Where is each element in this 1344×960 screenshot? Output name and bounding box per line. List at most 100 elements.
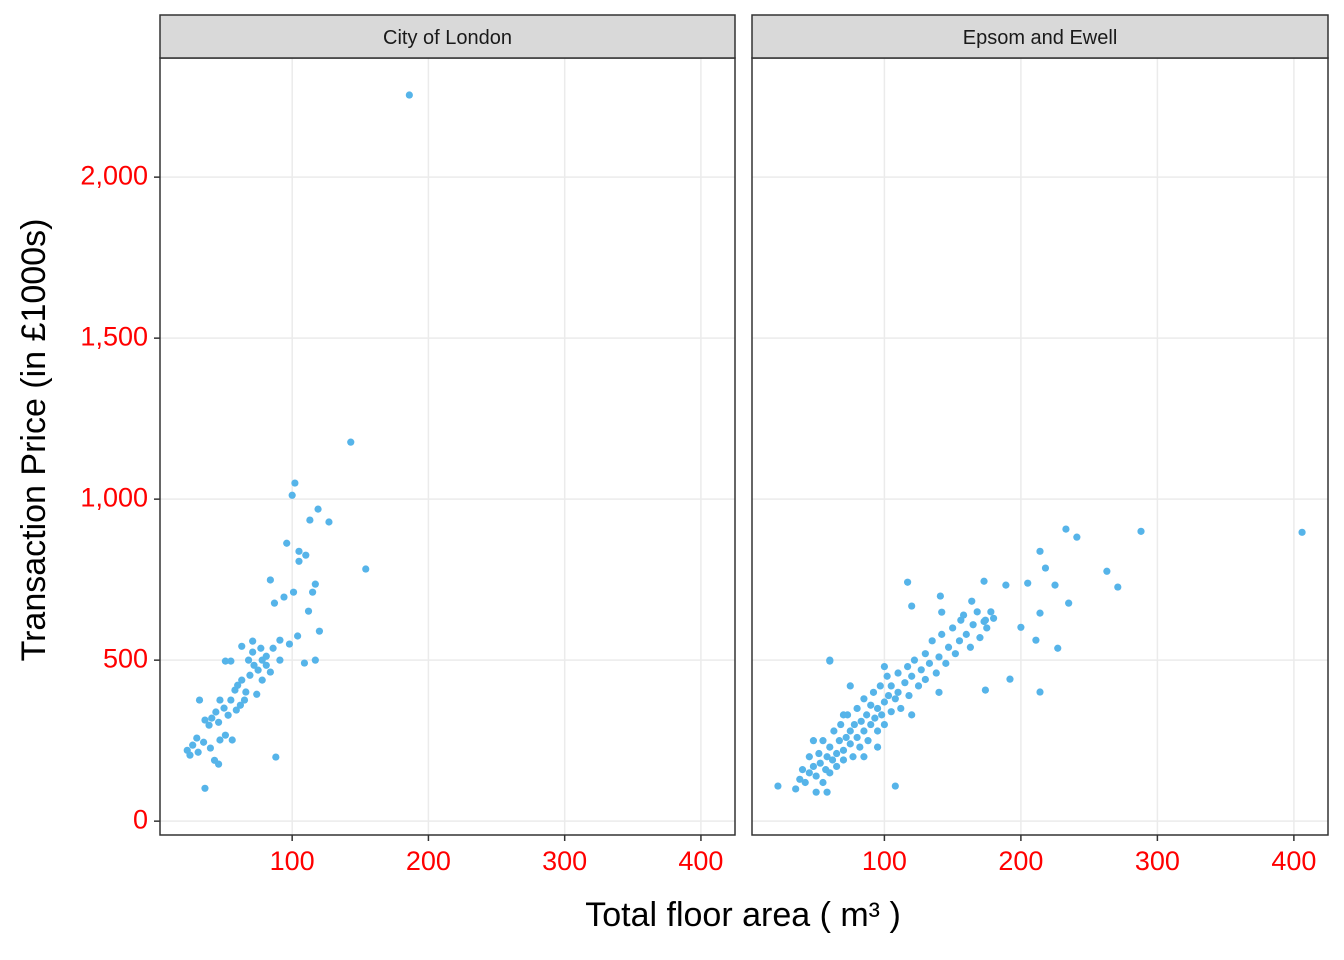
point: [805, 769, 813, 777]
point: [987, 608, 995, 616]
point: [873, 704, 882, 713]
point: [901, 679, 909, 687]
point: [867, 720, 875, 729]
point: [880, 662, 888, 671]
point: [910, 656, 919, 664]
point: [227, 657, 235, 665]
point: [221, 657, 230, 665]
point: [347, 438, 355, 446]
point: [891, 695, 899, 703]
point: [201, 716, 209, 724]
point: [938, 630, 946, 638]
point: [928, 637, 936, 645]
point: [1024, 579, 1032, 587]
point: [1065, 599, 1073, 607]
panel-background: [160, 58, 735, 835]
point: [1002, 581, 1010, 589]
point: [962, 630, 970, 638]
point: [871, 714, 879, 722]
x-tick-label: 400: [1271, 846, 1316, 876]
point: [244, 656, 253, 664]
y-tick-label: 2,000: [80, 160, 148, 190]
point: [826, 769, 834, 777]
point: [812, 772, 820, 780]
point: [200, 738, 208, 746]
point: [309, 588, 317, 596]
point: [270, 599, 279, 607]
point: [1036, 609, 1044, 617]
point: [228, 736, 236, 744]
point: [238, 676, 246, 684]
strip: [751, 14, 1329, 59]
point: [214, 760, 223, 768]
point: [833, 749, 841, 758]
point: [980, 577, 988, 585]
point: [294, 632, 302, 640]
point: [206, 744, 215, 752]
point: [917, 666, 925, 674]
point: [295, 557, 303, 565]
point: [897, 704, 905, 713]
point: [969, 621, 977, 629]
y-tick-label: 500: [103, 643, 148, 673]
point: [1017, 623, 1025, 631]
point: [183, 746, 191, 754]
point: [835, 737, 843, 745]
point: [1054, 644, 1062, 652]
point: [216, 696, 224, 704]
point: [295, 547, 303, 555]
point: [189, 741, 197, 749]
point: [266, 668, 274, 676]
point: [853, 704, 861, 713]
point: [291, 479, 299, 487]
point: [830, 727, 838, 735]
point: [936, 592, 944, 600]
point: [311, 580, 319, 588]
point: [1298, 528, 1306, 536]
point: [944, 643, 953, 651]
point: [857, 717, 865, 725]
point: [894, 669, 902, 677]
point: [839, 711, 848, 719]
point: [894, 688, 902, 696]
point: [194, 748, 202, 756]
point: [812, 788, 820, 796]
point: [300, 659, 309, 667]
point: [823, 788, 831, 796]
point: [828, 756, 837, 764]
point: [981, 686, 990, 694]
point: [846, 740, 854, 748]
point: [819, 737, 827, 745]
point: [849, 753, 857, 761]
point: [216, 736, 224, 744]
point: [867, 701, 875, 709]
point: [842, 733, 850, 742]
point: [883, 672, 891, 680]
point: [826, 656, 834, 664]
point: [873, 743, 882, 751]
point: [938, 608, 946, 616]
point: [269, 644, 277, 652]
point: [942, 659, 950, 667]
point: [853, 733, 861, 742]
point: [285, 640, 294, 648]
point: [288, 491, 296, 499]
point: [311, 656, 319, 664]
point: [823, 753, 831, 761]
point: [826, 743, 834, 751]
point: [240, 696, 249, 704]
point: [289, 588, 298, 596]
point: [951, 650, 959, 658]
x-tick-label: 200: [406, 846, 451, 876]
point: [249, 648, 257, 656]
panel-background: [752, 58, 1328, 835]
point: [809, 762, 818, 771]
point: [249, 637, 257, 645]
x-axis-title: Total floor area ( m³ ): [585, 896, 901, 934]
point: [1051, 581, 1059, 589]
point: [846, 682, 854, 690]
x-tick-label: 400: [678, 846, 723, 876]
point: [973, 608, 981, 616]
point: [302, 551, 310, 559]
point: [283, 539, 291, 547]
